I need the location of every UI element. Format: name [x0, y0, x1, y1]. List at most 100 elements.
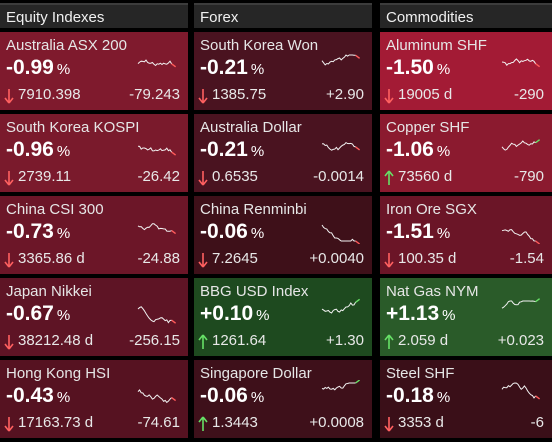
quote-tile[interactable]: Australia Dollar -0.21% 0.6535 -0.0014: [194, 114, 372, 192]
percent-value: -0.21: [200, 138, 248, 161]
net-change: -26.42: [137, 168, 180, 185]
arrow-shape: [384, 253, 394, 268]
direction-arrow: [198, 171, 208, 186]
sparkline: [501, 229, 541, 244]
last-price: 2.059 d: [398, 332, 449, 349]
sparkline: [501, 139, 541, 151]
last-price: 100.35 d: [398, 250, 457, 267]
last-price: 3365.86 d: [18, 250, 85, 267]
direction-arrow: [384, 334, 394, 349]
sparkline: [137, 389, 177, 404]
percent-unit: %: [436, 389, 451, 406]
arrow-shape: [384, 170, 394, 185]
net-change: -6: [530, 414, 544, 431]
last-price: 7910.398: [18, 86, 81, 103]
sparkline: [501, 298, 541, 309]
net-change: +0.023: [497, 332, 544, 349]
percent-unit: %: [56, 143, 71, 160]
sparkline: [501, 382, 541, 400]
instrument-name: Hong Kong HSI: [6, 365, 111, 382]
direction-arrow: [384, 417, 394, 432]
quote-tile[interactable]: China CSI 300 -0.73% 3365.86 d -24.88: [0, 196, 188, 274]
quote-tile[interactable]: Australia ASX 200 -0.99% 7910.398 -79.243: [0, 32, 188, 110]
instrument-name: China CSI 300: [6, 201, 104, 218]
sparkline-line: [321, 141, 356, 151]
quote-tile[interactable]: South Korea Won -0.21% 1385.75 +2.90: [194, 32, 372, 110]
instrument-name: Japan Nikkei: [6, 283, 92, 300]
percent-change: -0.73%: [6, 220, 70, 244]
instrument-name: Steel SHF: [386, 365, 455, 382]
sparkline-tail: [535, 139, 541, 144]
percent-unit: %: [250, 61, 265, 78]
percent-unit: %: [250, 143, 265, 160]
percent-unit: %: [442, 307, 456, 324]
arrow-shape: [4, 171, 14, 186]
percent-change: -0.06%: [200, 220, 264, 244]
quote-tile[interactable]: Singapore Dollar -0.06% 1.3443 +0.0008: [194, 360, 372, 438]
last-price: 0.6535: [212, 168, 258, 185]
instrument-name: South Korea KOSPI: [6, 119, 140, 136]
sparkline: [321, 298, 361, 314]
instrument-name: Australia ASX 200: [6, 37, 127, 54]
percent-value: -0.96: [6, 138, 54, 161]
last-price: 1385.75: [212, 86, 267, 103]
net-change: +2.90: [326, 86, 364, 103]
percent-change: -1.06%: [386, 138, 450, 162]
percent-unit: %: [56, 61, 71, 78]
sparkline: [321, 54, 361, 66]
last-price: 3353 d: [398, 414, 444, 431]
instrument-name: Australia Dollar: [200, 119, 302, 136]
sparkline-tail: [355, 146, 361, 151]
direction-arrow: [198, 253, 208, 268]
sparkline-line: [501, 58, 537, 66]
percent-value: -0.18: [386, 384, 434, 407]
sparkline-tail: [171, 151, 177, 156]
sparkline: [321, 141, 361, 151]
sparkline-line: [137, 59, 173, 67]
quote-tile[interactable]: Iron Ore SGX -1.51% 100.35 d -1.54: [380, 196, 552, 274]
percent-change: -1.51%: [386, 220, 450, 244]
sparkline-tail: [171, 230, 177, 235]
column-header: Commodities: [380, 3, 552, 28]
net-change: +0.0008: [309, 414, 364, 431]
sparkline-line: [321, 382, 356, 391]
column-header: Equity Indexes: [0, 3, 188, 28]
quote-tile[interactable]: Nat Gas NYM +1.13% 2.059 d +0.023: [380, 278, 552, 356]
quote-tile[interactable]: Steel SHF -0.18% 3353 d -6: [380, 360, 552, 438]
net-change: -1.54: [509, 250, 544, 267]
quote-tile[interactable]: Hong Kong HSI -0.43% 17163.73 d -74.61: [0, 360, 188, 438]
quote-tile[interactable]: China Renminbi -0.06% 7.2645 +0.0040: [194, 196, 372, 274]
quote-tile[interactable]: Aluminum SHF -1.50% 19005 d -290: [380, 32, 552, 110]
percent-unit: %: [436, 225, 451, 242]
arrow-shape: [384, 417, 394, 432]
quote-tile[interactable]: Japan Nikkei -0.67% 38212.48 d -256.15: [0, 278, 188, 356]
percent-value: +1.13: [386, 302, 440, 325]
net-change: -74.61: [137, 414, 180, 431]
sparkline-tail: [171, 319, 177, 324]
arrow-shape: [198, 89, 208, 104]
sparkline-line: [321, 54, 356, 66]
quote-tile[interactable]: BBG USD Index +0.10% 1261.64 +1.30: [194, 278, 372, 356]
quote-tile[interactable]: Copper SHF -1.06% 73560 d -790: [380, 114, 552, 192]
direction-arrow: [4, 417, 14, 432]
sparkline: [321, 380, 361, 391]
sparkline: [137, 145, 177, 156]
percent-value: -0.99: [6, 56, 54, 79]
instrument-name: South Korea Won: [200, 37, 319, 54]
percent-unit: %: [436, 143, 451, 160]
sparkline-tail: [355, 298, 361, 303]
last-price: 38212.48 d: [18, 332, 94, 349]
instrument-name: Nat Gas NYM: [386, 283, 479, 300]
quote-tile[interactable]: South Korea KOSPI -0.96% 2739.11 -26.42: [0, 114, 188, 192]
sparkline-tail: [535, 240, 541, 244]
sparkline-line: [321, 302, 357, 314]
percent-value: -0.67: [6, 302, 54, 325]
last-price: 73560 d: [398, 168, 453, 185]
arrow-shape: [198, 416, 208, 431]
percent-value: -0.73: [6, 220, 54, 243]
arrow-shape: [4, 89, 14, 104]
percent-change: -0.21%: [200, 138, 264, 162]
sparkline-line: [137, 389, 172, 404]
sparkline: [321, 224, 361, 244]
